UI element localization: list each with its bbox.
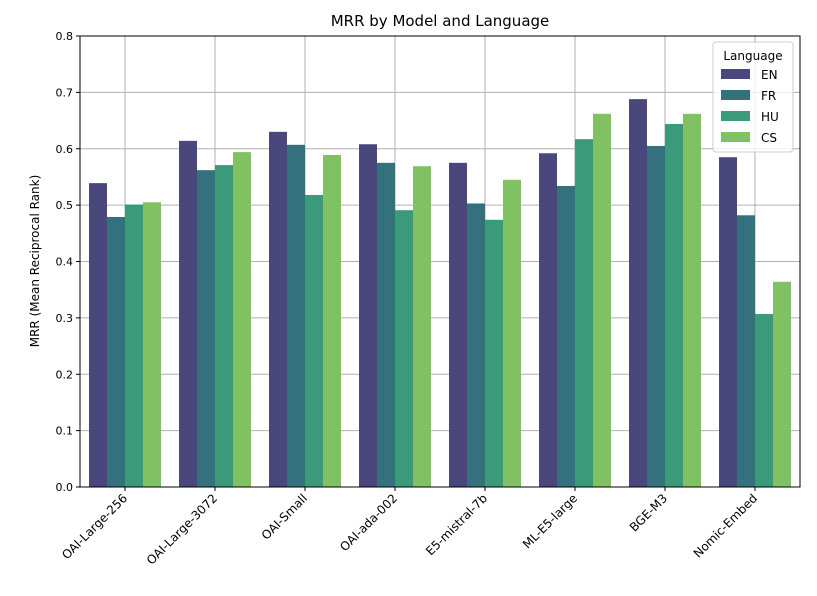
- chart-title: MRR by Model and Language: [331, 12, 550, 30]
- x-tick-label: OAI-Large-3072: [144, 491, 220, 567]
- x-tick-label: ML-E5-large: [520, 491, 580, 551]
- y-tick-label: 0.8: [56, 30, 74, 43]
- bar-en-ml-e5-large: [539, 153, 557, 487]
- x-tick-label: OAI-ada-002: [337, 491, 400, 554]
- bar-fr-ml-e5-large: [557, 185, 575, 487]
- bar-fr-bge-m3: [647, 145, 665, 487]
- bar-fr-oai-large-3072: [197, 170, 215, 488]
- bar-hu-nomic-embed: [755, 313, 773, 487]
- bar-cs-oai-ada-002: [413, 166, 431, 487]
- bar-fr-nomic-embed: [737, 215, 755, 487]
- x-axis-ticks: OAI-Large-256 OAI-Large-3072 OAI-Small OAI-…: [59, 487, 760, 568]
- bar-en-nomic-embed: [719, 157, 737, 488]
- bar-hu-oai-small: [305, 194, 323, 488]
- bar-cs-bge-m3: [683, 113, 701, 488]
- y-tick-label: 0.3: [56, 312, 74, 325]
- legend-swatch-fr: [721, 90, 750, 100]
- legend-swatch-cs: [721, 132, 750, 142]
- x-tick-label: E5-mistral-7b: [423, 491, 490, 558]
- bar-hu-e5-mistral-7b: [485, 219, 503, 487]
- legend-label-fr: FR: [761, 89, 776, 103]
- bar-cs-oai-large-3072: [233, 152, 251, 487]
- y-tick-label: 0.7: [56, 86, 74, 99]
- y-axis-ticks: 0.0 0.1 0.2 0.3 0.4 0.5 0.6 0.7 0.8: [56, 30, 80, 494]
- bar-cs-oai-small: [323, 154, 341, 488]
- legend-label-en: EN: [761, 68, 778, 82]
- legend-label-hu: HU: [761, 110, 779, 124]
- x-tick-label: Nomic-Embed: [691, 491, 760, 560]
- legend-title: Language: [723, 49, 782, 63]
- bar-fr-e5-mistral-7b: [467, 203, 485, 487]
- bar-en-oai-small: [269, 131, 287, 487]
- bar-cs-oai-large-256: [143, 202, 161, 487]
- x-tick-label: OAI-Small: [259, 491, 310, 542]
- y-tick-label: 0.4: [56, 256, 74, 269]
- x-tick-label: BGE-M3: [627, 491, 670, 534]
- bar-en-oai-large-3072: [179, 140, 197, 488]
- y-tick-label: 0.1: [56, 425, 74, 438]
- x-tick-label: OAI-Large-256: [59, 491, 130, 562]
- legend-swatch-hu: [721, 111, 750, 121]
- legend-swatch-en: [721, 69, 750, 79]
- bar-en-oai-large-256: [89, 183, 107, 488]
- bar-hu-ml-e5-large: [575, 139, 593, 487]
- bar-hu-oai-ada-002: [395, 210, 413, 488]
- bar-cs-e5-mistral-7b: [503, 179, 521, 487]
- bar-en-bge-m3: [629, 99, 647, 487]
- y-tick-label: 0.2: [56, 368, 74, 381]
- bar-cs-nomic-embed: [773, 281, 791, 487]
- y-tick-label: 0.5: [56, 199, 74, 212]
- bar-fr-oai-small: [287, 144, 305, 487]
- legend: Language EN FR HU CS: [712, 41, 794, 153]
- y-axis-label: MRR (Mean Reciprocal Rank): [28, 175, 42, 348]
- bar-hu-oai-large-256: [125, 204, 143, 487]
- legend-label-cs: CS: [761, 131, 777, 145]
- bar-hu-bge-m3: [665, 123, 683, 487]
- bar-fr-oai-large-256: [107, 216, 125, 487]
- bar-hu-oai-large-3072: [215, 165, 233, 487]
- bar-en-oai-ada-002: [359, 144, 377, 488]
- bar-fr-oai-ada-002: [377, 162, 395, 487]
- y-tick-label: 0.0: [56, 481, 74, 494]
- bar-en-e5-mistral-7b: [449, 162, 467, 487]
- y-tick-label: 0.6: [56, 143, 74, 156]
- bar-cs-ml-e5-large: [593, 113, 611, 488]
- bars: [89, 99, 791, 488]
